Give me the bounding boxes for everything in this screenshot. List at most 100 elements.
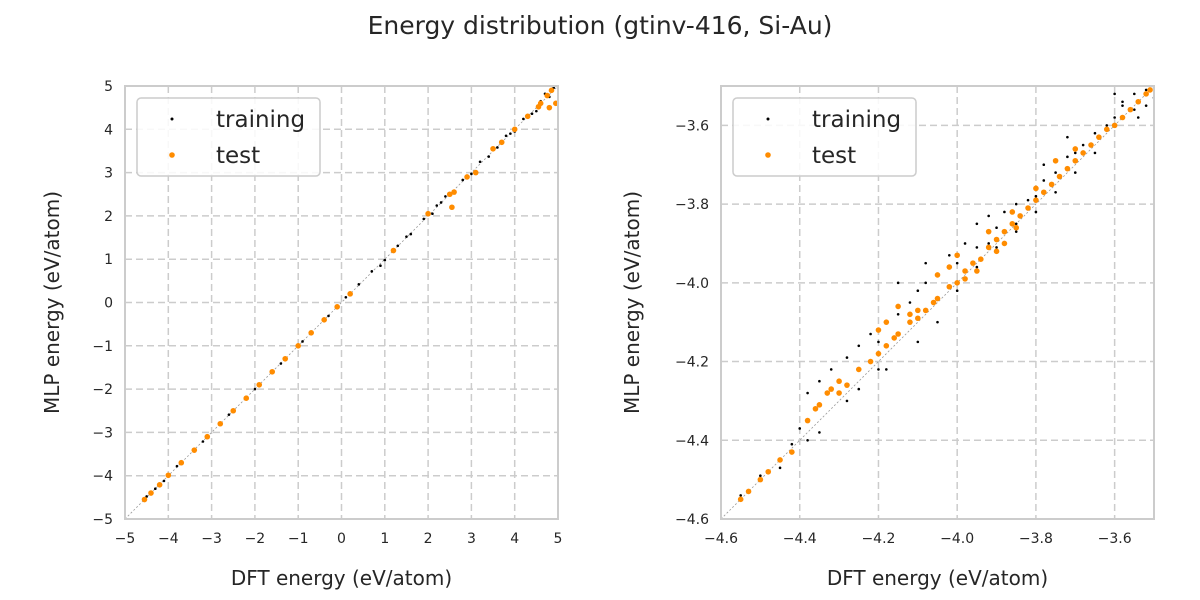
point-test [321, 317, 327, 323]
point-training [1042, 163, 1046, 167]
y-tick-label: −4 [92, 469, 113, 485]
y-tick-label: −3 [92, 425, 113, 441]
point-training [975, 246, 979, 249]
legend-box [136, 97, 321, 177]
x-tick-label: −4.0 [940, 531, 974, 547]
legend: training test [136, 97, 321, 177]
y-tick-label: −3.8 [675, 197, 709, 213]
point-test [883, 319, 890, 325]
point-test [737, 496, 744, 503]
point-test [974, 268, 980, 274]
point-training [1073, 151, 1077, 155]
point-test [191, 447, 198, 453]
point-test [970, 260, 976, 266]
point-test [1013, 224, 1020, 231]
point-test [1033, 185, 1039, 192]
scatter-plot-full-range: −5 −4 −3 −2 −1 0 1 2 3 4 5 −5 −4 −3 −2 −1 0 1 2 3 4 5 DFT ener… [40, 79, 562, 590]
scatter-plot-zoomed: −4.6 −4.4 −4.2 −4.0 −3.8 −3.6 −4.6 −4.4 −4.2 −4.0… [620, 85, 1155, 590]
point-training [1034, 210, 1038, 214]
legend-label-test: test [216, 143, 260, 169]
point-training [916, 340, 920, 344]
point-training [279, 362, 283, 365]
point-test [1147, 87, 1153, 93]
point-training [327, 314, 330, 318]
y-tick-label: 2 [104, 209, 113, 225]
point-test [451, 189, 457, 195]
point-training [396, 244, 400, 248]
y-tick-label: −4.4 [675, 433, 709, 449]
x-tick-label: −3.8 [1019, 531, 1053, 547]
y-tick-label: −4.0 [675, 276, 709, 292]
x-tick-label: −1 [288, 531, 309, 547]
x-tick-label: −4.2 [861, 531, 895, 547]
point-training [955, 289, 959, 292]
point-test [816, 402, 823, 408]
point-test [915, 307, 921, 314]
point-training [431, 212, 434, 216]
point-training [1042, 179, 1046, 182]
point-training [869, 332, 872, 336]
point-training [357, 283, 361, 286]
point-test [993, 248, 1000, 255]
point-training [1014, 202, 1018, 206]
point-training [1093, 151, 1097, 155]
point-training [975, 222, 979, 226]
x-tick-label: 2 [424, 531, 433, 547]
point-test [789, 449, 795, 455]
figure-title: Energy distribution (gtinv-416, Si-Au) [368, 11, 833, 40]
point-training [175, 464, 179, 468]
legend-marker-training [766, 117, 770, 121]
point-test [425, 210, 431, 217]
point-training [975, 265, 979, 269]
point-test [511, 126, 518, 133]
point-test [1119, 114, 1126, 121]
y-tick-label: 4 [104, 122, 113, 138]
point-test [867, 358, 874, 365]
point-training [987, 242, 990, 245]
x-tick-label: 5 [554, 531, 563, 547]
point-test [777, 457, 783, 463]
point-training [435, 204, 439, 207]
point-training [955, 261, 959, 265]
point-training [1054, 171, 1057, 174]
point-training [470, 172, 473, 176]
point-test [141, 496, 148, 503]
point-training [924, 281, 927, 285]
point-test [282, 355, 289, 362]
point-test [1009, 209, 1016, 215]
y-axis-label: MLP energy (eV/atom) [40, 191, 64, 414]
point-test [915, 315, 921, 322]
point-training [145, 495, 148, 498]
point-training [162, 479, 166, 483]
y-tick-label: −2 [92, 382, 113, 398]
y-tick-label: −3.6 [675, 118, 709, 134]
x-tick-label: −4 [158, 531, 179, 547]
point-training [1133, 108, 1136, 111]
point-test [993, 236, 1000, 243]
point-training [936, 320, 939, 324]
point-training [818, 379, 821, 383]
point-training [845, 356, 849, 359]
point-test [449, 204, 455, 211]
point-test [954, 252, 960, 259]
point-test [347, 291, 353, 297]
point-test [446, 191, 453, 198]
point-test [1096, 134, 1102, 140]
point-test [1040, 189, 1047, 196]
legend-label-training: training [812, 107, 901, 133]
point-test [954, 280, 960, 286]
legend-marker-training [170, 117, 174, 121]
point-training [1066, 155, 1069, 159]
point-test [922, 307, 929, 314]
point-test [895, 331, 901, 337]
point-test [1064, 165, 1071, 172]
x-tick-label: −4.4 [783, 531, 817, 547]
point-training [916, 289, 920, 292]
point-test [745, 488, 752, 495]
point-test [978, 256, 984, 263]
y-tick-label: −4.6 [675, 512, 709, 528]
point-training [439, 201, 443, 204]
point-training [1014, 222, 1018, 226]
plot-frame [124, 85, 559, 520]
x-tick-label: 3 [467, 531, 476, 547]
